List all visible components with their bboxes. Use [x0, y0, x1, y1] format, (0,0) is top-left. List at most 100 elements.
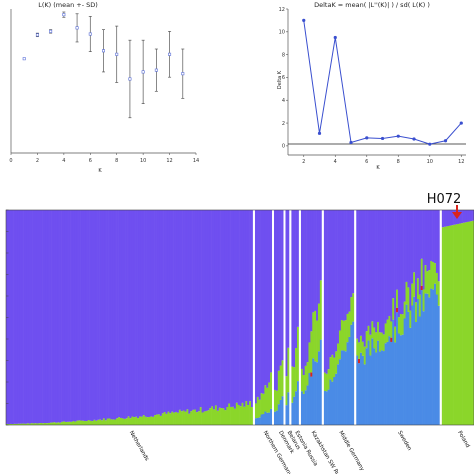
admixture-purple-segment: [178, 210, 182, 410]
admixture-purple-segment: [327, 210, 330, 370]
admixture-green-segment: [114, 419, 117, 425]
admixture-green-segment: [190, 411, 193, 425]
admixture-purple-segment: [411, 210, 414, 284]
admixture-purple-segment: [401, 210, 404, 315]
admixture-green-segment: [218, 407, 221, 425]
admixture-purple-segment: [40, 210, 43, 424]
admixture-green-segment: [34, 423, 37, 425]
admixture-green-segment: [241, 402, 244, 425]
admixture-purple-segment: [53, 210, 56, 423]
admixture-purple-segment: [230, 210, 233, 407]
admixture-green-segment: [281, 360, 284, 397]
admixture-green-segment: [447, 225, 450, 425]
admixture-purple-segment: [453, 210, 456, 225]
admixture-purple-segment: [209, 210, 212, 409]
admixture-purple-segment: [348, 210, 351, 312]
admixture-purple-segment: [78, 210, 81, 421]
admixture-green-segment: [188, 413, 191, 425]
admixture-green-segment: [11, 424, 14, 425]
lk-points: [22, 11, 185, 119]
lk-x-tick-label: 4: [62, 158, 65, 164]
admixture-green-segment: [316, 320, 319, 363]
deltak-x-tick-label: 2: [302, 159, 305, 165]
admixture-green-segment: [377, 321, 380, 341]
admixture-blue-segment: [396, 312, 399, 425]
lk-point: [49, 29, 53, 33]
admixture-green-segment: [390, 321, 393, 338]
admixture-purple-segment: [316, 210, 319, 321]
admixture-purple-segment: [388, 210, 391, 316]
admixture-purple-segment: [325, 210, 328, 374]
admixture-green-segment: [146, 417, 149, 425]
admixture-green-segment: [194, 409, 197, 425]
deltak-x-tick-label: 8: [397, 159, 400, 165]
structure-barplot: Netherlands Northern GermanyDenmarkBelaru…: [5, 192, 474, 474]
lk-x-label: K: [98, 168, 102, 174]
admixture-purple-segment: [195, 210, 199, 413]
admixture-blue-segment: [331, 381, 334, 425]
admixture-green-segment: [270, 372, 273, 409]
admixture-purple-segment: [430, 210, 433, 261]
admixture-purple-segment: [270, 210, 273, 373]
deltak-y-tick-label: 10: [279, 30, 285, 36]
admixture-purple-segment: [213, 210, 216, 410]
admixture-purple-segment: [152, 210, 155, 417]
admixture-purple-segment: [373, 210, 376, 328]
admixture-blue-segment: [352, 321, 355, 425]
admixture-purple-segment: [97, 210, 100, 420]
admixture-green-segment: [159, 415, 163, 425]
admixture-purple-segment: [279, 210, 282, 366]
lk-x-tick-label: 2: [36, 158, 39, 164]
admixture-green-segment: [165, 413, 168, 425]
admixture-green-segment: [233, 408, 237, 425]
admixture-blue-segment: [342, 350, 345, 425]
admixture-green-segment: [104, 420, 107, 425]
admixture-purple-segment: [249, 210, 252, 402]
admixture-purple-segment: [197, 210, 201, 412]
admixture-purple-segment: [409, 210, 412, 311]
admixture-purple-segment: [36, 210, 39, 424]
admixture-purple-segment: [104, 210, 107, 421]
admixture-green-segment: [266, 387, 269, 413]
admixture-purple-segment: [273, 210, 277, 390]
admixture-blue-segment: [390, 341, 393, 425]
admixture-green-segment: [453, 224, 456, 425]
admixture-blue-segment: [338, 359, 342, 425]
deltak-x-tick-label: 12: [458, 159, 464, 165]
admixture-green-segment: [213, 409, 216, 425]
population-separator: [283, 210, 286, 425]
admixture-green-segment: [28, 423, 31, 425]
admixture-purple-segment: [418, 210, 422, 295]
admixture-purple-segment: [26, 210, 30, 424]
admixture-purple-segment: [110, 210, 113, 420]
admixture-purple-segment: [81, 210, 85, 421]
admixture-blue-segment: [291, 402, 294, 425]
admixture-blue-segment: [420, 290, 423, 425]
admixture-purple-segment: [116, 210, 119, 419]
admixture-purple-segment: [323, 210, 326, 373]
admixture-blue-segment: [279, 399, 282, 425]
admixture-purple-segment: [275, 210, 279, 391]
admixture-purple-segment: [13, 210, 16, 424]
admixture-purple-segment: [137, 210, 140, 419]
admixture-green-segment: [100, 420, 104, 425]
admixture-purple-segment: [112, 210, 115, 420]
admixture-purple-segment: [302, 210, 305, 376]
admixture-purple-segment: [43, 210, 47, 424]
admixture-red-segment: [396, 307, 399, 313]
admixture-purple-segment: [407, 210, 410, 288]
admixture-purple-segment: [165, 210, 168, 414]
deltak-chart-title: DeltaK = mean( |L''(K)| ) / sd( L(K) ): [314, 1, 430, 9]
admixture-purple-segment: [346, 210, 349, 314]
deltak-point: [396, 134, 400, 138]
admixture-purple-segment: [342, 210, 345, 321]
deltak-point: [459, 121, 463, 125]
admixture-green-segment: [43, 423, 47, 425]
admixture-blue-segment: [344, 351, 347, 425]
admixture-blue-segment: [300, 391, 304, 425]
lk-point: [168, 52, 172, 56]
admixture-green-segment: [99, 419, 102, 425]
admixture-purple-segment: [182, 210, 185, 411]
admixture-green-segment: [61, 421, 64, 425]
